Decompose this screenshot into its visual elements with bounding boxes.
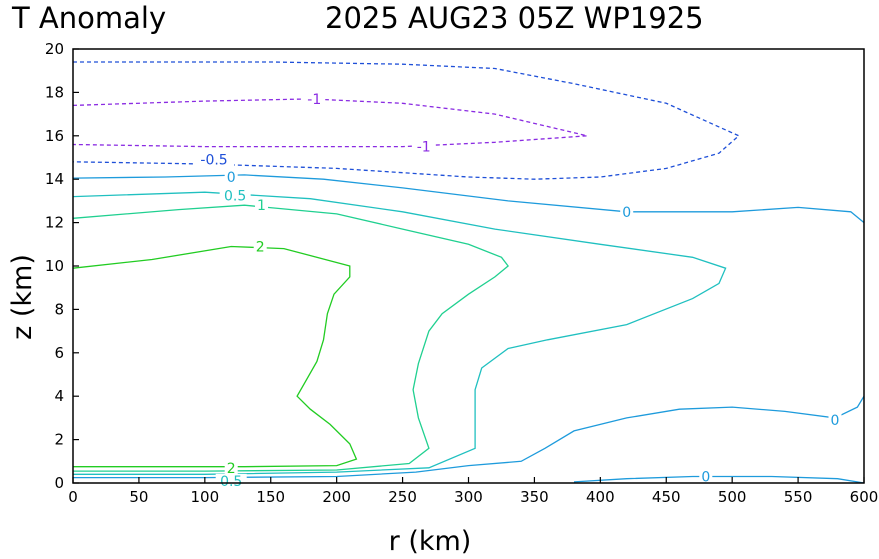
contour-label-bg <box>224 170 238 185</box>
y-axis-label: z (km) <box>7 254 38 340</box>
contour-label: -0.5 <box>200 153 227 169</box>
x-tick-label: 250 <box>388 488 417 506</box>
y-tick-label: 18 <box>45 83 64 101</box>
x-axis-ticks: 0 50 100 150 200 250 300 350 400 450 500 550 600 <box>68 477 878 506</box>
contour-label: 0 <box>831 413 840 429</box>
contour-line <box>72 98 588 148</box>
y-tick-label: 2 <box>54 431 64 449</box>
contour-label: 0.5 <box>220 474 242 490</box>
contour-label-bg <box>219 188 251 203</box>
x-tick-label: 500 <box>718 488 747 506</box>
contour-label: 0 <box>701 469 710 485</box>
x-tick-label: 350 <box>520 488 549 506</box>
contour-line <box>72 204 509 472</box>
y-axis-ticks: 0 2 4 6 8 10 12 14 16 18 20 <box>45 40 79 492</box>
contour-line <box>72 61 740 180</box>
contour-label: 1 <box>257 198 266 214</box>
x-tick-label: 50 <box>129 488 148 506</box>
contour-label-bg <box>620 204 634 219</box>
contour-line <box>573 475 865 484</box>
contour-line <box>73 395 865 479</box>
contour-label-bg <box>303 91 326 106</box>
contour-label-bg <box>699 469 713 484</box>
x-tick-label: 450 <box>652 488 681 506</box>
x-tick-label: 0 <box>68 488 78 506</box>
x-tick-label: 600 <box>850 488 879 506</box>
contour-label: 0.5 <box>224 188 246 204</box>
plot-frame <box>72 48 865 484</box>
y-tick-label: 6 <box>54 344 64 362</box>
y-tick-label: 14 <box>45 170 64 188</box>
y-tick-label: 20 <box>45 40 64 58</box>
contour-line <box>72 174 865 224</box>
chart-title-left: T Anomaly <box>11 1 166 35</box>
y-tick-label: 8 <box>54 300 64 318</box>
contour-label: 0 <box>622 205 631 221</box>
x-axis-label: r (km) <box>389 526 472 557</box>
contour-label-bg <box>253 239 267 254</box>
contour-label: 0 <box>227 170 236 186</box>
contour-lines <box>72 61 865 484</box>
contour-label-bg <box>255 198 269 213</box>
contour-label: 2 <box>256 239 265 255</box>
contour-label-bg <box>412 139 435 154</box>
y-tick-label: 16 <box>45 127 64 145</box>
x-tick-label: 200 <box>322 488 351 506</box>
contour-label-bg <box>194 152 235 167</box>
contour-label-bg <box>215 473 247 488</box>
y-tick-label: 4 <box>54 387 64 405</box>
x-tick-label: 300 <box>454 488 483 506</box>
x-tick-label: 150 <box>256 488 285 506</box>
contour-line <box>72 245 358 468</box>
contour-label: -1 <box>417 140 431 156</box>
contour-label: 2 <box>227 461 236 477</box>
contour-label: -1 <box>307 92 321 108</box>
chart-title-right: 2025 AUG23 05Z WP1925 <box>325 1 704 35</box>
x-tick-label: 400 <box>586 488 615 506</box>
y-tick-label: 10 <box>45 257 64 275</box>
x-tick-label: 100 <box>191 488 220 506</box>
y-tick-label: 0 <box>54 474 64 492</box>
y-tick-label: 12 <box>45 214 64 232</box>
contour-label-bg <box>828 413 842 428</box>
contour-label-bg <box>224 460 238 475</box>
x-tick-label: 550 <box>784 488 813 506</box>
contour-line <box>72 191 727 475</box>
